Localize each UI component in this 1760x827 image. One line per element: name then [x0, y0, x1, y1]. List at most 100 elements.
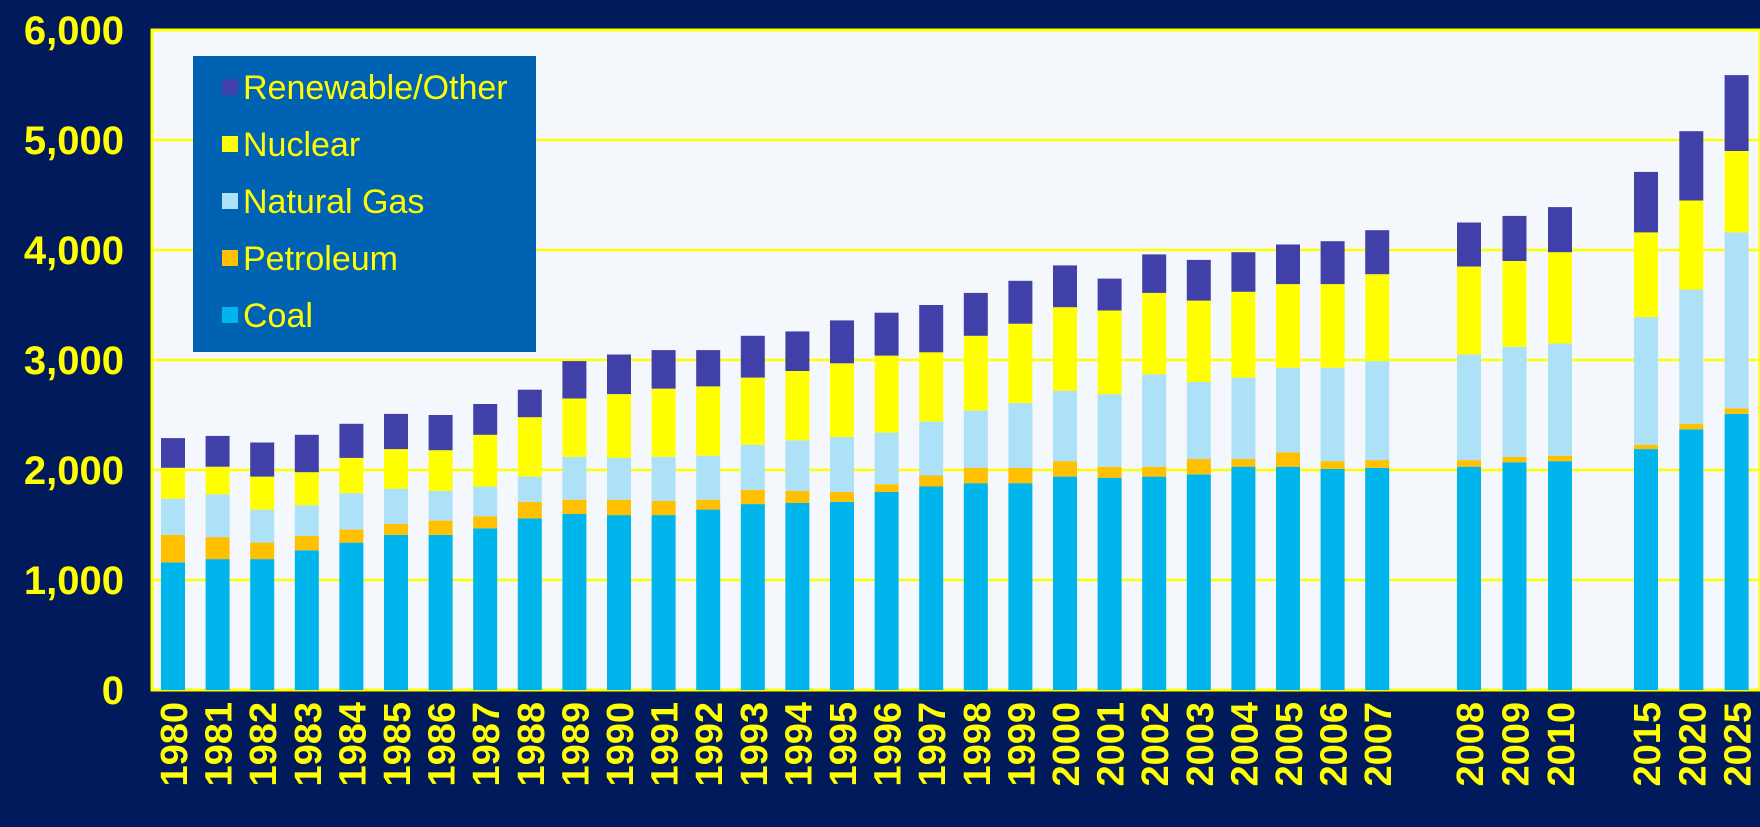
- x-tick-label: 2001: [1091, 702, 1133, 787]
- bar-coal-1992: [696, 509, 721, 690]
- x-tick-label: 1997: [912, 702, 954, 787]
- bar-renewable-other-2009: [1502, 215, 1527, 261]
- bar-renewable-other-1987: [473, 404, 498, 435]
- bar-coal-1995: [830, 501, 854, 690]
- bar-natural-gas-2010: [1548, 343, 1572, 456]
- bar-renewable-other-2020: [1679, 131, 1704, 201]
- x-tick-label: 2002: [1135, 702, 1177, 787]
- bar-renewable-other-2008: [1457, 222, 1481, 267]
- bar-natural-gas-2000: [1053, 390, 1077, 462]
- bar-natural-gas-1984: [339, 493, 364, 530]
- bar-coal-1988: [517, 518, 542, 690]
- bar-natural-gas-1982: [250, 509, 275, 543]
- bar-renewable-other-2000: [1053, 265, 1077, 308]
- x-tick-label: 1992: [689, 702, 731, 787]
- bar-natural-gas-1985: [384, 488, 408, 524]
- bar-renewable-other-2015: [1634, 171, 1658, 233]
- bar-coal-2003: [1186, 474, 1211, 690]
- legend: Renewable/Other Nuclear Natural Gas Petrole…: [193, 56, 536, 352]
- bar-nuclear-1989: [562, 398, 587, 457]
- bar-petroleum-2020: [1679, 423, 1704, 430]
- y-tick-label: 1,000: [24, 559, 124, 603]
- bar-nuclear-1995: [830, 363, 854, 437]
- bar-natural-gas-1991: [651, 456, 676, 501]
- bar-renewable-other-2001: [1097, 278, 1122, 311]
- x-tick-label: 2015: [1627, 702, 1669, 787]
- bar-coal-1987: [473, 528, 498, 690]
- x-tick-label: 1988: [511, 702, 553, 787]
- bar-petroleum-1990: [607, 499, 631, 516]
- x-tick-label: 1980: [154, 702, 196, 787]
- bar-coal-1999: [1008, 483, 1033, 690]
- bar-renewable-other-1993: [740, 335, 765, 378]
- x-axis-ticks: 1980 1981 1982 1983 1984 1985 1986 1987 1988 1989…: [154, 702, 1760, 787]
- bar-nuclear-2000: [1053, 307, 1077, 391]
- bar-petroleum-1987: [473, 516, 498, 529]
- bar-natural-gas-2001: [1097, 394, 1122, 467]
- legend-label: Petroleum: [243, 240, 398, 278]
- bar-petroleum-1993: [740, 489, 765, 505]
- bar-natural-gas-1988: [517, 476, 542, 502]
- y-tick-label: 3,000: [24, 339, 124, 383]
- x-tick-label: 2006: [1314, 702, 1356, 787]
- bar-natural-gas-2002: [1142, 374, 1167, 467]
- x-tick-label: 1984: [332, 702, 374, 787]
- x-tick-label: 1996: [868, 702, 910, 787]
- bar-nuclear-2005: [1276, 284, 1300, 368]
- bar-nuclear-1990: [607, 394, 631, 458]
- bar-renewable-other-1996: [874, 312, 899, 356]
- legend-label: Renewable/Other: [243, 69, 508, 107]
- bar-nuclear-1994: [785, 371, 810, 441]
- bars: [161, 75, 1749, 690]
- x-tick-label: 1982: [243, 702, 285, 787]
- bar-nuclear-1988: [517, 417, 542, 477]
- bar-nuclear-1982: [250, 476, 275, 510]
- bar-renewable-other-2006: [1320, 241, 1345, 285]
- x-tick-label: 1998: [957, 702, 999, 787]
- bar-petroleum-1984: [339, 529, 364, 543]
- bar-coal-1991: [651, 515, 676, 690]
- bar-natural-gas-1990: [607, 457, 631, 500]
- x-tick-label: 2007: [1358, 702, 1400, 787]
- bar-natural-gas-1995: [830, 437, 854, 492]
- bar-renewable-other-1991: [651, 350, 676, 389]
- bar-renewable-other-2003: [1186, 259, 1211, 301]
- x-tick-label: 1981: [199, 702, 241, 787]
- bar-renewable-other-1981: [205, 435, 230, 467]
- bar-nuclear-2007: [1365, 274, 1390, 362]
- bar-petroleum-1988: [517, 501, 542, 519]
- bar-nuclear-2003: [1186, 300, 1211, 382]
- x-tick-label: 2008: [1450, 702, 1492, 787]
- bar-renewable-other-1984: [339, 423, 364, 458]
- bar-coal-1998: [963, 483, 988, 690]
- bar-coal-1996: [874, 492, 899, 690]
- bar-nuclear-2020: [1679, 200, 1704, 290]
- bar-renewable-other-1997: [919, 305, 944, 353]
- bar-coal-2000: [1053, 476, 1077, 690]
- x-tick-label: 2025: [1718, 702, 1760, 787]
- bar-renewable-other-2002: [1142, 254, 1167, 293]
- bar-renewable-other-1992: [696, 350, 721, 387]
- bar-natural-gas-1980: [161, 498, 185, 535]
- bar-natural-gas-1989: [562, 456, 587, 500]
- bar-petroleum-1986: [428, 520, 453, 535]
- bar-petroleum-1995: [830, 492, 854, 502]
- bar-coal-2008: [1457, 466, 1481, 690]
- bar-natural-gas-1987: [473, 486, 498, 517]
- bar-nuclear-1998: [963, 335, 988, 411]
- legend-label: Natural Gas: [243, 183, 424, 221]
- bar-nuclear-1980: [161, 467, 185, 499]
- bar-natural-gas-1992: [696, 455, 721, 500]
- y-tick-label: 4,000: [24, 229, 124, 273]
- bar-renewable-other-2010: [1548, 207, 1572, 253]
- bar-nuclear-1983: [294, 472, 319, 506]
- bar-coal-1997: [919, 486, 944, 690]
- bar-coal-2009: [1502, 462, 1527, 690]
- bar-natural-gas-2009: [1502, 346, 1527, 457]
- bar-coal-1993: [740, 504, 765, 690]
- bar-petroleum-2004: [1231, 459, 1256, 467]
- x-tick-label: 2020: [1672, 702, 1714, 787]
- bar-coal-2020: [1679, 429, 1704, 690]
- bar-nuclear-1999: [1008, 323, 1033, 403]
- bar-coal-1980: [161, 562, 185, 690]
